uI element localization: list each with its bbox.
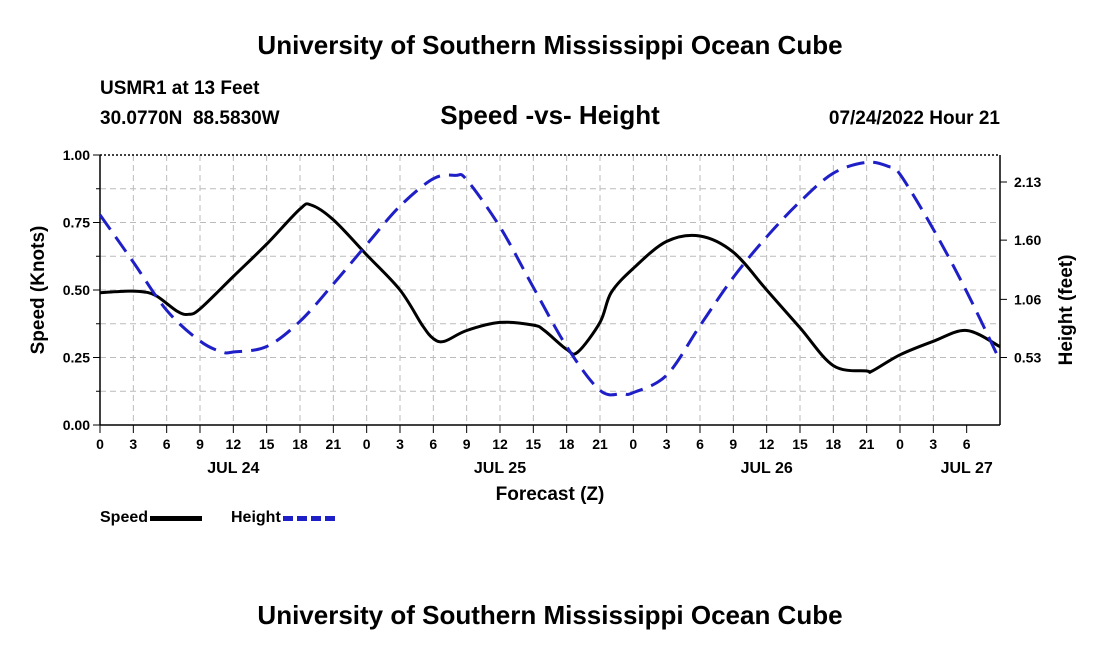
x-axis-label: Forecast (Z) [496, 484, 605, 505]
y-tick-label: 0.75 [63, 215, 90, 231]
x-tick-label: 0 [96, 436, 104, 452]
x-tick-label: 15 [792, 436, 808, 452]
x-tick-label: 3 [396, 436, 404, 452]
x-tick-label: 3 [929, 436, 937, 452]
chart-series [98, 160, 1002, 397]
series-line-height [98, 160, 1002, 397]
x-tick-label: 12 [492, 436, 508, 452]
x-tick-label: 12 [759, 436, 775, 452]
x-tick-label: 6 [963, 436, 971, 452]
legend-height-label: Height [231, 509, 281, 526]
legend-speed: Speed [100, 509, 203, 527]
x-tick-label: 15 [526, 436, 542, 452]
x-tick-label: 0 [629, 436, 637, 452]
y2-tick-label: 2.13 [1014, 174, 1041, 190]
y-tick-label: 0.00 [63, 417, 90, 433]
x-tick-label: 3 [129, 436, 137, 452]
date-label: JUL 27 [941, 460, 993, 477]
forecast-date: 07/24/2022 Hour 21 [828, 108, 1000, 129]
x-tick-label: 18 [292, 436, 308, 452]
x-tick-label: 18 [826, 436, 842, 452]
legend-height: Height [231, 509, 335, 527]
footer-title: University of Southern Mississippi Ocean… [257, 600, 843, 630]
y-tick-label: 1.00 [63, 147, 90, 163]
station-coordinates: 30.0770N 88.5830W [100, 108, 280, 129]
x-tick-label: 6 [163, 436, 171, 452]
x-tick-label: 9 [463, 436, 471, 452]
y2-axis-label: Height (feet) [1056, 255, 1077, 366]
legend-speed-swatch [150, 515, 203, 521]
y2-tick-label: 1.06 [1014, 291, 1041, 307]
x-tick-label: 6 [429, 436, 437, 452]
x-tick-label: 0 [363, 436, 371, 452]
x-tick-label: 21 [859, 436, 875, 452]
page-title: University of Southern Mississippi Ocean… [257, 30, 843, 60]
x-tick-label: 3 [663, 436, 671, 452]
y2-tick-label: 0.53 [1014, 350, 1041, 366]
y-tick-label: 0.25 [63, 350, 90, 366]
x-tick-label: 0 [896, 436, 904, 452]
y-axis-label: Speed (Knots) [28, 226, 49, 355]
chart-grid [100, 155, 1000, 425]
y2-tick-label: 1.60 [1014, 232, 1041, 248]
date-label: JUL 24 [207, 460, 259, 477]
legend-speed-label: Speed [100, 509, 149, 526]
x-tick-label: 18 [559, 436, 575, 452]
chart-labels: 0 3 6 9 12 15 18 21 0 3 6 9 12 15 18 21 0 3 6 9 12 15 18 21 0 3 6 0… [28, 147, 1077, 505]
chart-axes [93, 154, 1007, 433]
y-tick-label: 0.50 [63, 282, 90, 298]
chart-title: Speed -vs- Height [440, 100, 660, 130]
date-label: JUL 25 [474, 460, 526, 477]
series-line-speed [99, 202, 1001, 374]
x-tick-label: 15 [259, 436, 275, 452]
legend-height-swatch [282, 515, 335, 521]
x-tick-label: 9 [196, 436, 204, 452]
x-tick-label: 9 [729, 436, 737, 452]
x-tick-label: 21 [592, 436, 608, 452]
x-tick-label: 21 [326, 436, 342, 452]
station-label: USMR1 at 13 Feet [100, 78, 260, 99]
x-tick-label: 12 [226, 436, 242, 452]
date-label: JUL 26 [741, 460, 793, 477]
x-tick-label: 6 [696, 436, 704, 452]
